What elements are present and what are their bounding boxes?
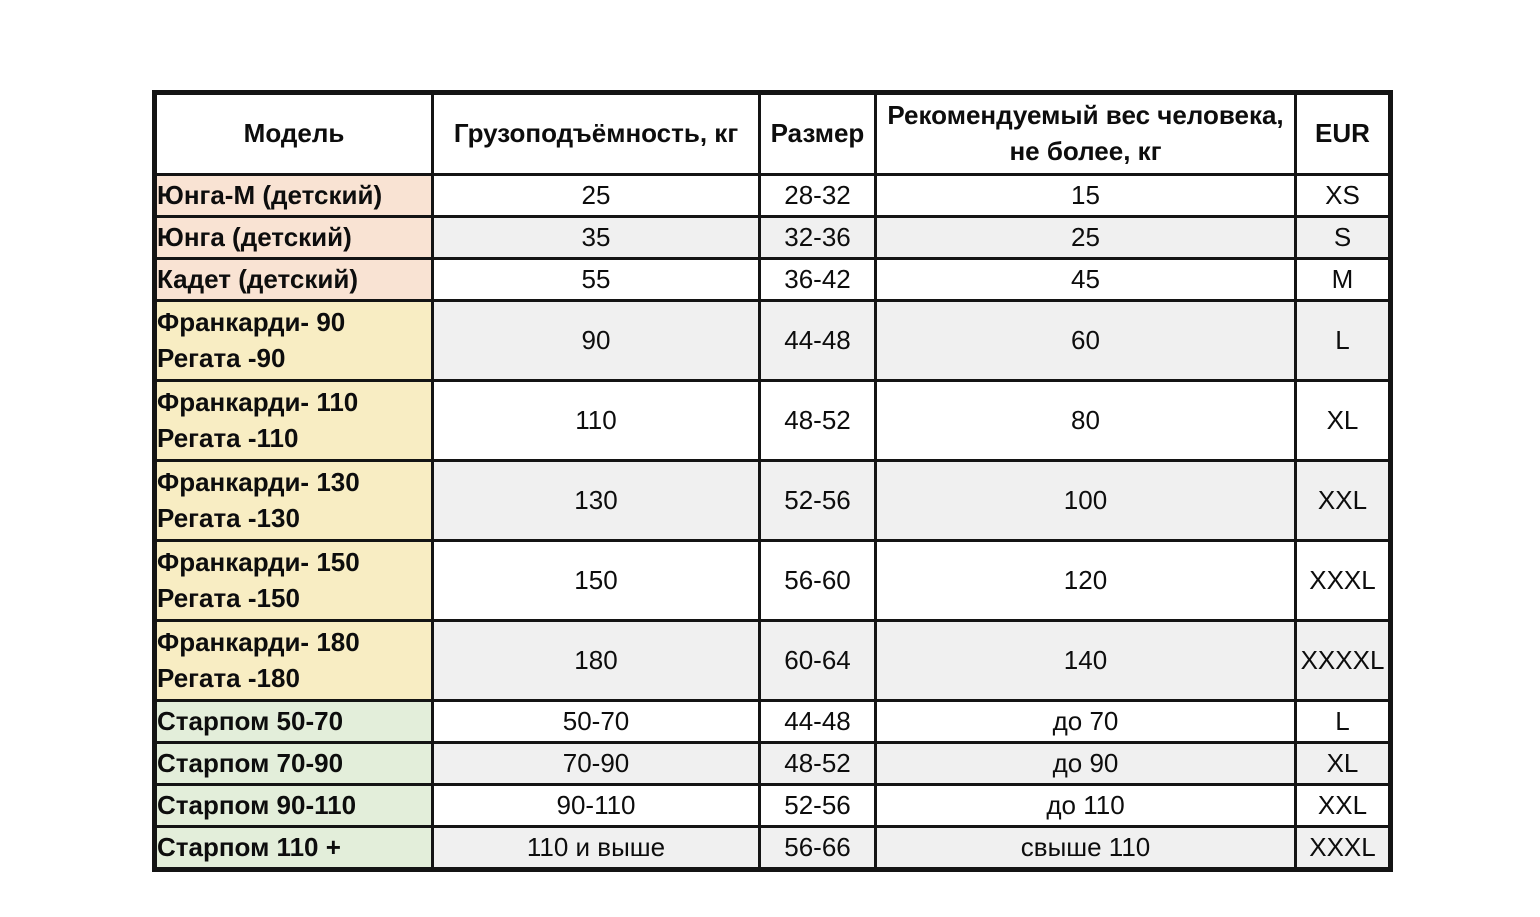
size-cell: 56-66 <box>758 825 877 871</box>
max-weight-cell: 140 <box>874 619 1297 702</box>
size-cell: 48-52 <box>758 379 877 462</box>
size-cell: 44-48 <box>758 299 877 382</box>
max-weight-cell: 120 <box>874 539 1297 622</box>
eur-cell: XXXXL <box>1294 619 1392 702</box>
max-weight-cell: 25 <box>874 215 1297 260</box>
column-header-capacity: Грузоподъёмность, кг <box>431 91 761 176</box>
size-chart-table: Модель Грузоподъёмность, кг Размер Реком… <box>152 90 1393 872</box>
capacity-cell: 25 <box>431 173 761 218</box>
table-row: Франкарди- 110 Регата -110 110 48-52 80 … <box>153 379 1392 462</box>
eur-cell: S <box>1294 215 1392 260</box>
capacity-cell: 110 <box>431 379 761 462</box>
eur-cell: L <box>1294 699 1392 744</box>
table-header-row: Модель Грузоподъёмность, кг Размер Реком… <box>153 91 1392 176</box>
eur-cell: XXL <box>1294 459 1392 542</box>
max-weight-cell: 45 <box>874 257 1297 302</box>
table-row: Франкарди- 180 Регата -180 180 60-64 140… <box>153 619 1392 702</box>
max-weight-cell: 60 <box>874 299 1297 382</box>
model-cell: Франкарди- 110 Регата -110 <box>153 379 434 462</box>
max-weight-cell: 100 <box>874 459 1297 542</box>
eur-cell: L <box>1294 299 1392 382</box>
column-header-model: Модель <box>153 91 434 176</box>
max-weight-cell: 15 <box>874 173 1297 218</box>
max-weight-cell: 80 <box>874 379 1297 462</box>
eur-cell: XS <box>1294 173 1392 218</box>
table-row: Старпом 110 + 110 и выше 56-66 свыше 110… <box>153 825 1392 871</box>
max-weight-cell: свыше 110 <box>874 825 1297 871</box>
table-body: Юнга-М (детский) 25 28-32 15 XS Юнга (де… <box>153 173 1392 871</box>
model-cell: Старпом 110 + <box>153 825 434 871</box>
table-row: Франкарди- 130 Регата -130 130 52-56 100… <box>153 459 1392 542</box>
capacity-cell: 110 и выше <box>431 825 761 871</box>
eur-cell: XL <box>1294 379 1392 462</box>
table-row: Старпом 90-110 90-110 52-56 до 110 XXL <box>153 783 1392 828</box>
max-weight-cell: до 70 <box>874 699 1297 744</box>
capacity-cell: 90 <box>431 299 761 382</box>
eur-cell: XXL <box>1294 783 1392 828</box>
size-cell: 36-42 <box>758 257 877 302</box>
model-cell: Юнга (детский) <box>153 215 434 260</box>
size-cell: 52-56 <box>758 783 877 828</box>
column-header-eur: EUR <box>1294 91 1392 176</box>
size-cell: 28-32 <box>758 173 877 218</box>
model-cell: Франкарди- 130 Регата -130 <box>153 459 434 542</box>
capacity-cell: 180 <box>431 619 761 702</box>
capacity-cell: 50-70 <box>431 699 761 744</box>
eur-cell: M <box>1294 257 1392 302</box>
model-cell: Кадет (детский) <box>153 257 434 302</box>
model-cell: Юнга-М (детский) <box>153 173 434 218</box>
model-cell: Старпом 90-110 <box>153 783 434 828</box>
capacity-cell: 150 <box>431 539 761 622</box>
size-cell: 60-64 <box>758 619 877 702</box>
table-row: Юнга (детский) 35 32-36 25 S <box>153 215 1392 260</box>
capacity-cell: 130 <box>431 459 761 542</box>
column-header-size: Размер <box>758 91 877 176</box>
eur-cell: XXXL <box>1294 539 1392 622</box>
eur-cell: XL <box>1294 741 1392 786</box>
table-row: Старпом 70-90 70-90 48-52 до 90 XL <box>153 741 1392 786</box>
table-row: Франкарди- 150 Регата -150 150 56-60 120… <box>153 539 1392 622</box>
column-header-max-weight: Рекомендуемый вес человека, не более, кг <box>874 91 1297 176</box>
model-cell: Старпом 50-70 <box>153 699 434 744</box>
model-cell: Франкарди- 150 Регата -150 <box>153 539 434 622</box>
table-row: Юнга-М (детский) 25 28-32 15 XS <box>153 173 1392 218</box>
table-row: Кадет (детский) 55 36-42 45 M <box>153 257 1392 302</box>
capacity-cell: 90-110 <box>431 783 761 828</box>
capacity-cell: 35 <box>431 215 761 260</box>
capacity-cell: 55 <box>431 257 761 302</box>
eur-cell: XXXL <box>1294 825 1392 871</box>
model-cell: Франкарди- 180 Регата -180 <box>153 619 434 702</box>
size-cell: 32-36 <box>758 215 877 260</box>
max-weight-cell: до 90 <box>874 741 1297 786</box>
model-cell: Старпом 70-90 <box>153 741 434 786</box>
capacity-cell: 70-90 <box>431 741 761 786</box>
table-row: Франкарди- 90 Регата -90 90 44-48 60 L <box>153 299 1392 382</box>
table-row: Старпом 50-70 50-70 44-48 до 70 L <box>153 699 1392 744</box>
size-cell: 44-48 <box>758 699 877 744</box>
size-cell: 52-56 <box>758 459 877 542</box>
model-cell: Франкарди- 90 Регата -90 <box>153 299 434 382</box>
max-weight-cell: до 110 <box>874 783 1297 828</box>
size-cell: 56-60 <box>758 539 877 622</box>
size-cell: 48-52 <box>758 741 877 786</box>
